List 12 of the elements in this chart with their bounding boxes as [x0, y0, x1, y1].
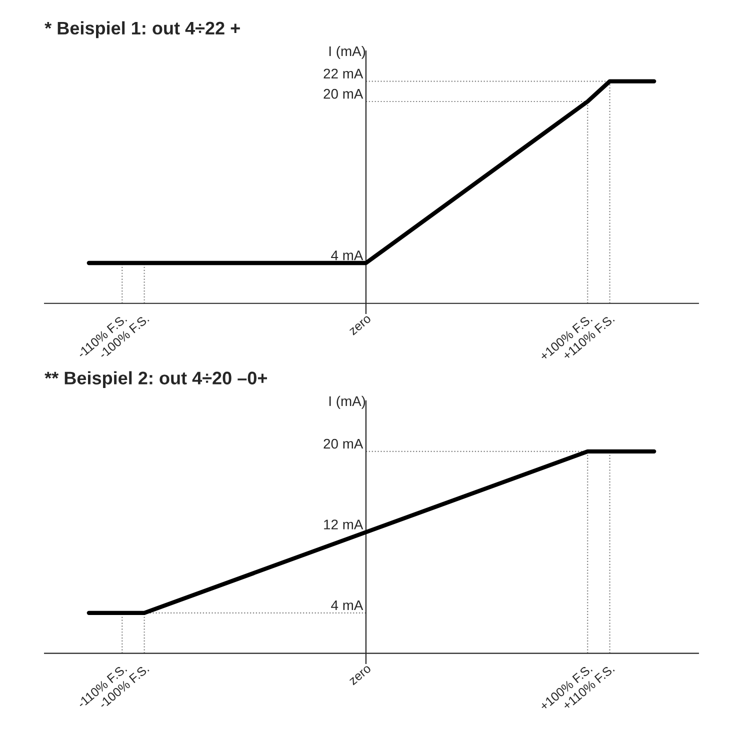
- x-tick-label: zero: [349, 665, 372, 686]
- y-tick-label: 20 mA: [324, 88, 364, 99]
- chart-title: ** Beispiel 2: out 4÷20 –0+: [44, 371, 268, 388]
- y-tick-label: 20 mA: [324, 438, 364, 449]
- y-tick-label: 4 mA: [331, 250, 364, 260]
- y-tick-label: 12 mA: [324, 520, 364, 530]
- x-tick-label: zero: [349, 315, 372, 336]
- y-tick-label: 22 mA: [324, 68, 364, 78]
- y-tick-label: 4 mA: [331, 600, 364, 610]
- chart-title: * Beispiel 1: out 4÷22 +: [44, 21, 240, 38]
- y-axis-title: I (mA): [329, 46, 366, 59]
- y-axis-title: I (mA): [329, 396, 366, 409]
